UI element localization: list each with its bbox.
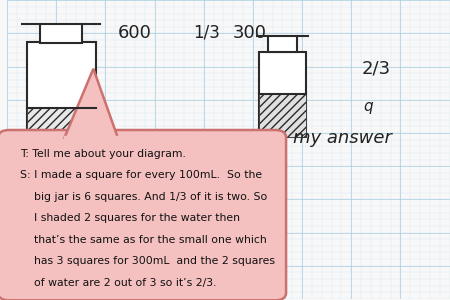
Text: 1/3: 1/3 [193, 24, 220, 42]
Bar [268, 36, 297, 52]
Text: that’s the same as for the small one which: that’s the same as for the small one whi… [20, 235, 267, 245]
Text: T: Tell me about your diagram.: T: Tell me about your diagram. [20, 149, 186, 159]
Text: q: q [364, 99, 373, 114]
Text: of water are 2 out of 3 so it’s 2/3.: of water are 2 out of 3 so it’s 2/3. [20, 278, 217, 288]
Text: big jar is 6 squares. And 1/3 of it is two. So: big jar is 6 squares. And 1/3 of it is t… [20, 192, 267, 202]
Polygon shape [64, 69, 118, 137]
Bar [260, 52, 306, 137]
Text: 300: 300 [233, 24, 267, 42]
Bar [40, 24, 82, 43]
Text: 600: 600 [118, 24, 152, 42]
Bar [27, 108, 95, 149]
Text: 2/3: 2/3 [361, 60, 391, 78]
Text: S: I made a square for every 100mL.  So the: S: I made a square for every 100mL. So t… [20, 170, 262, 180]
Text: I shaded 2 squares for the water then: I shaded 2 squares for the water then [20, 213, 240, 224]
Bar [27, 42, 95, 149]
Text: my answer: my answer [293, 128, 392, 146]
FancyBboxPatch shape [0, 130, 286, 300]
Bar [260, 94, 306, 137]
Text: has 3 squares for 300mL  and the 2 squares: has 3 squares for 300mL and the 2 square… [20, 256, 275, 266]
